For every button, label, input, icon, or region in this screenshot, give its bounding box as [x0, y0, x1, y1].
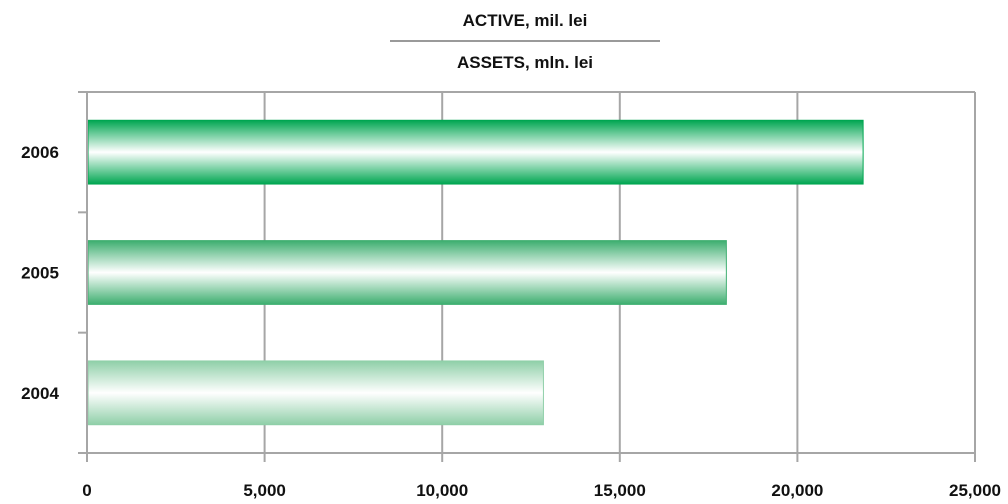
chart-subtitle: ASSETS, mln. lei [457, 53, 593, 72]
x-tick-label-2: 10,000 [416, 481, 468, 500]
bar-2004 [87, 360, 544, 426]
x-tick-label-5: 25,000 [949, 481, 1001, 500]
bar-2005 [87, 240, 727, 305]
bars [87, 119, 864, 426]
category-label-2006: 2006 [21, 143, 59, 162]
x-tick-label-3: 15,000 [594, 481, 646, 500]
category-label-2004: 2004 [21, 384, 59, 403]
x-tick-label-4: 20,000 [771, 481, 823, 500]
chart-title: ACTIVE, mil. lei [463, 11, 588, 30]
x-tick-label-0: 0 [82, 481, 91, 500]
tick-labels: 2006 2005 2004 0 5,000 10,000 15,000 20,000 25,0… [21, 143, 1001, 500]
category-label-2005: 2005 [21, 264, 59, 283]
bar-2006 [87, 119, 864, 185]
axes [78, 91, 976, 462]
x-tick-label-1: 5,000 [243, 481, 286, 500]
